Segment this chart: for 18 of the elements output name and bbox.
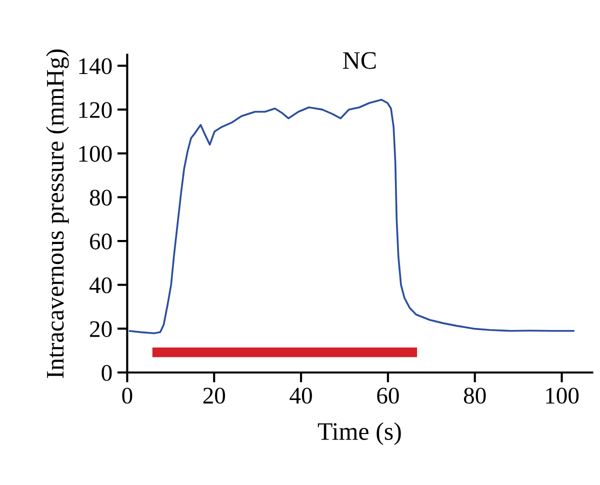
x-tick-label: 80	[464, 388, 486, 404]
x-axis-title: Time (s)	[318, 422, 401, 446]
x-tick-label: 100	[546, 388, 579, 404]
chart-title: NC	[343, 52, 376, 69]
x-tick-label: 60	[377, 388, 399, 404]
y-tick-label: 80	[90, 190, 112, 206]
y-tick-label: 0	[102, 364, 112, 381]
y-tick-label: 120	[79, 102, 112, 118]
y-tick-label: 20	[90, 321, 112, 338]
y-tick-label: 140	[79, 58, 112, 74]
x-tick-label: 20	[203, 388, 226, 404]
y-axis-title: Intracavernous pressure (mmHg)	[46, 50, 69, 378]
y-tick-label: 100	[79, 146, 112, 162]
y-tick-label: 60	[90, 234, 112, 250]
line-series	[128, 98, 576, 334]
x-tick-label: 40	[290, 388, 312, 404]
x-tick-label: 0	[122, 388, 132, 404]
y-tick-label: 40	[89, 277, 112, 294]
